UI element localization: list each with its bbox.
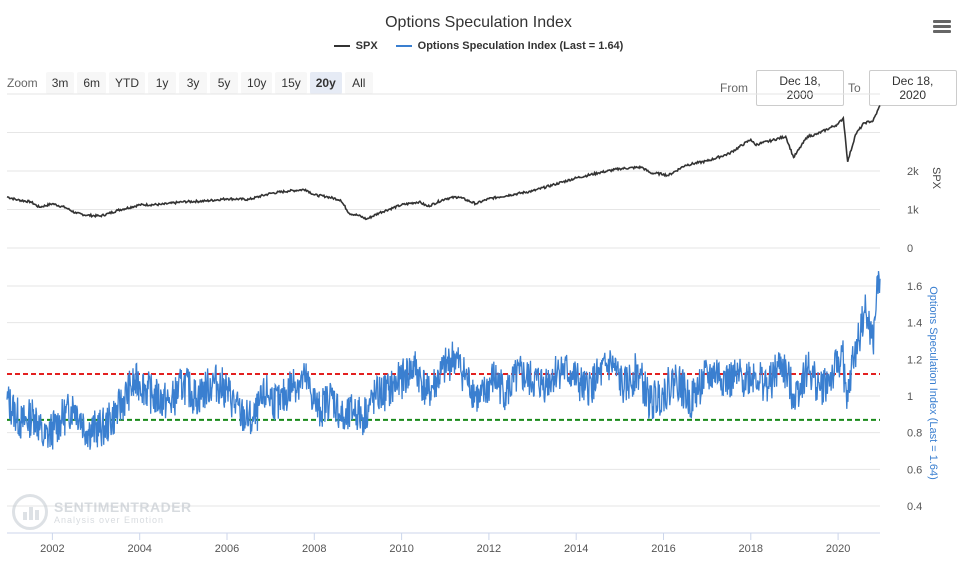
legend-label-spx: SPX — [355, 40, 378, 52]
spx-tick-label: 1k — [907, 205, 919, 217]
range-from-label: From — [720, 81, 748, 95]
legend-line-spx — [333, 45, 350, 47]
range-from-input[interactable]: Dec 18, 2000 — [756, 70, 844, 106]
legend-label-index: Options Speculation Index (Last = 1.64) — [417, 40, 624, 52]
zoom-button-5y[interactable]: 5y — [210, 72, 239, 94]
range-to-label: To — [848, 81, 861, 95]
x-tick-label: 2020 — [826, 543, 850, 555]
spx-series-line — [6, 105, 881, 221]
zoom-button-3m[interactable]: 3m — [45, 72, 75, 94]
zoom-button-6m[interactable]: 6m — [77, 72, 107, 94]
index-tick-label: 1.2 — [907, 354, 922, 366]
index-tick-label: 0.4 — [907, 501, 922, 513]
zoom-button-ytd[interactable]: YTD — [109, 72, 146, 94]
zoom-button-1y[interactable]: 1y — [148, 72, 177, 94]
x-tick-label: 2008 — [302, 543, 326, 555]
index-tick-label: 1.6 — [907, 281, 922, 293]
zoom-button-3y[interactable]: 3y — [179, 72, 208, 94]
x-tick-label: 2006 — [215, 543, 239, 555]
x-tick-label: 2012 — [477, 543, 501, 555]
zoom-button-15y[interactable]: 15y — [275, 72, 307, 94]
zoom-label: Zoom — [7, 76, 38, 90]
range-from: From Dec 18, 2000 — [720, 70, 844, 106]
sentimentrader-watermark: SENTIMENTRADER Analysis over Emotion — [12, 494, 192, 530]
range-to: To Dec 18, 2020 — [848, 70, 957, 106]
x-tick-label: 2010 — [389, 543, 413, 555]
spx-tick-label: 2k — [907, 166, 919, 178]
index-axis-title: Options Speculation Index (Last = 1.64) — [927, 286, 939, 480]
index-series-line — [6, 271, 881, 450]
legend-item-index[interactable]: Options Speculation Index (Last = 1.64) — [395, 40, 624, 52]
x-tick-label: 2018 — [739, 543, 763, 555]
range-to-input[interactable]: Dec 18, 2020 — [868, 70, 957, 106]
x-tick-label: 2016 — [651, 543, 675, 555]
watermark-name: SENTIMENTRADER — [54, 499, 192, 515]
zoom-button-20y[interactable]: 20y — [309, 72, 342, 94]
x-tick-label: 2002 — [40, 543, 64, 555]
legend-item-spx[interactable]: SPX — [333, 40, 378, 52]
spx-tick-label: 0 — [907, 243, 913, 255]
index-tick-label: 1 — [907, 391, 913, 403]
chart-title: Options Speculation Index — [385, 14, 572, 31]
watermark-tagline: Analysis over Emotion — [54, 515, 165, 525]
zoom-button-all[interactable]: All — [344, 72, 373, 94]
spx-axis-title: SPX — [930, 167, 942, 190]
zoom-button-10y[interactable]: 10y — [241, 72, 273, 94]
watermark-logo-icon — [12, 494, 48, 530]
hamburger-menu-icon[interactable] — [933, 20, 951, 36]
chart-legend: SPX Options Speculation Index (Last = 1.… — [0, 40, 957, 52]
zoom-controls: Zoom 3m 6m YTD 1y 3y 5y 10y 15y 20y All — [7, 72, 373, 94]
index-tick-label: 0.8 — [907, 428, 922, 440]
index-tick-label: 1.4 — [907, 318, 922, 330]
x-tick-label: 2004 — [127, 543, 151, 555]
legend-line-index — [395, 45, 412, 47]
index-tick-label: 0.6 — [907, 464, 922, 476]
x-tick-label: 2014 — [564, 543, 588, 555]
